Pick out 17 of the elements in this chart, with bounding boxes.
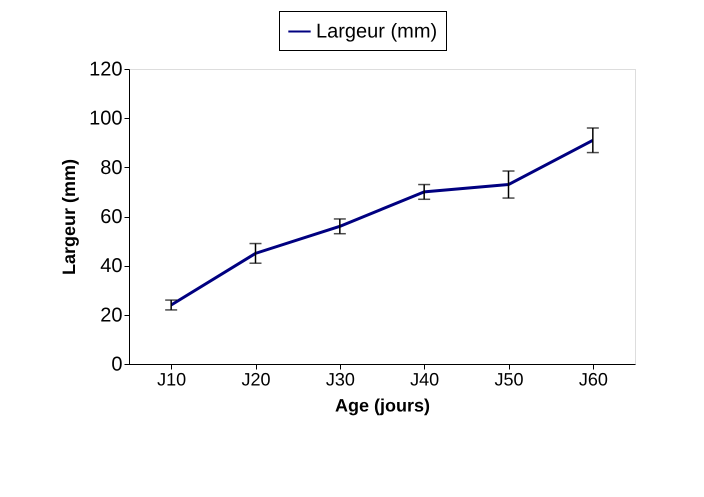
y-tick-label: 40 xyxy=(100,255,122,278)
y-tick-label: 20 xyxy=(100,304,122,326)
x-tick-label: J30 xyxy=(326,370,355,390)
y-axis-title: Largeur (mm) xyxy=(59,158,80,276)
y-tick-label: 120 xyxy=(89,58,122,80)
y-tick-label: 100 xyxy=(89,108,122,130)
x-tick-label: J40 xyxy=(410,370,440,390)
legend-label: Largeur (mm) xyxy=(316,20,438,42)
y-tick-label: 80 xyxy=(100,156,122,179)
x-tick-label: J20 xyxy=(241,370,271,390)
x-tick-label: J10 xyxy=(157,370,186,390)
x-tick-label: J60 xyxy=(578,370,608,390)
y-tick-label: 0 xyxy=(111,354,122,376)
line-series xyxy=(170,138,594,306)
x-axis-title: Age (jours) xyxy=(334,396,430,416)
x-tick-label: J50 xyxy=(494,370,524,390)
y-tick-label: 60 xyxy=(100,206,122,228)
